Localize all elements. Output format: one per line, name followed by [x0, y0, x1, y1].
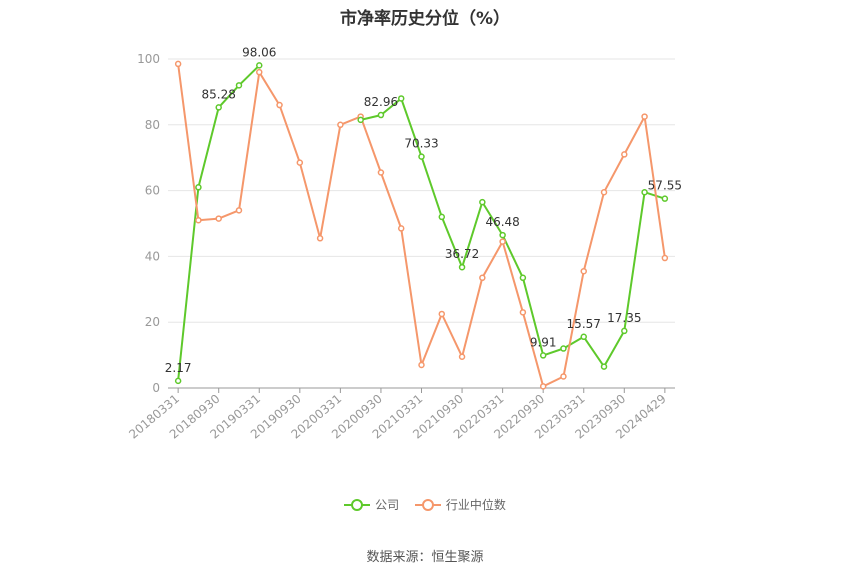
y-tick-label: 100	[137, 52, 160, 66]
data-point-industry[interactable]	[195, 216, 202, 224]
data-point-company[interactable]	[377, 111, 385, 119]
data-label: 57.55	[648, 179, 682, 193]
data-point-company[interactable]	[539, 352, 547, 359]
data-point-industry[interactable]	[215, 215, 222, 222]
legend-industry-label: 行业中位数	[445, 498, 506, 512]
chart-title: 市净率历史分位（%）	[339, 9, 511, 29]
y-tick-label: 20	[145, 315, 160, 329]
data-point-company[interactable]	[560, 345, 567, 352]
y-tick-label: 0	[152, 381, 160, 395]
legend-company-swatch-icon	[344, 498, 371, 512]
data-point-company[interactable]	[357, 116, 364, 124]
data-label: 98.06	[242, 45, 276, 59]
data-point-company[interactable]	[600, 363, 608, 370]
data-label: 46.48	[485, 215, 519, 229]
y-tick-label: 60	[145, 184, 160, 198]
data-source: 数据来源：恒生聚源	[366, 550, 484, 565]
data-point-industry[interactable]	[600, 188, 608, 196]
data-point-company[interactable]	[479, 198, 486, 206]
data-point-industry[interactable]	[174, 60, 182, 68]
data-point-industry[interactable]	[539, 383, 547, 390]
data-point-industry[interactable]	[235, 207, 243, 214]
axes: 0204060801002018033120180930201903312019…	[126, 52, 675, 442]
data-point-company[interactable]	[174, 377, 182, 385]
data-point-industry[interactable]	[661, 254, 669, 262]
data-point-company[interactable]	[641, 188, 648, 196]
data-label: 70.33	[404, 137, 438, 151]
data-point-company[interactable]	[621, 327, 628, 335]
data-point-industry[interactable]	[316, 235, 324, 242]
data-point-industry[interactable]	[397, 225, 405, 232]
data-point-industry[interactable]	[621, 151, 628, 158]
data-point-company[interactable]	[195, 184, 202, 191]
grid-lines	[168, 58, 675, 323]
data-point-company[interactable]	[215, 104, 222, 111]
series-line-industry	[177, 63, 666, 388]
data-label: 9.91	[530, 335, 557, 349]
legend: 公司 行业中位数	[0, 496, 850, 515]
data-point-industry[interactable]	[438, 310, 446, 318]
data-point-industry[interactable]	[418, 361, 425, 369]
data-point-company[interactable]	[580, 333, 587, 341]
data-point-industry[interactable]	[499, 238, 506, 245]
legend-item-company[interactable]: 公司	[344, 496, 399, 513]
data-point-company[interactable]	[499, 231, 506, 239]
data-label: 85.28	[202, 87, 236, 101]
data-label: 17.35	[607, 311, 641, 325]
data-point-company[interactable]	[397, 95, 405, 102]
data-point-company[interactable]	[256, 62, 263, 69]
data-point-company[interactable]	[661, 195, 669, 202]
y-tick-label: 80	[145, 118, 160, 132]
data-point-company[interactable]	[438, 213, 446, 221]
data-point-industry[interactable]	[337, 121, 344, 129]
data-point-industry[interactable]	[458, 353, 466, 360]
series-points	[174, 60, 669, 390]
data-point-industry[interactable]	[560, 373, 567, 380]
data-point-industry[interactable]	[580, 267, 587, 275]
data-label: 2.17	[165, 361, 192, 375]
data-point-industry[interactable]	[276, 101, 283, 109]
y-tick-label: 40	[145, 249, 160, 263]
data-point-company[interactable]	[519, 274, 527, 282]
data-point-industry[interactable]	[377, 169, 385, 176]
data-point-company[interactable]	[458, 263, 466, 271]
legend-company-label: 公司	[375, 498, 400, 512]
data-point-industry[interactable]	[296, 159, 304, 166]
line-chart: 0204060801002018033120180930201903312019…	[126, 45, 682, 442]
data-label: 82.96	[364, 95, 398, 109]
data-label: 36.72	[445, 247, 479, 261]
series-lines	[177, 63, 666, 388]
data-label: 15.57	[567, 317, 601, 331]
data-point-company[interactable]	[418, 153, 425, 160]
data-point-industry[interactable]	[256, 68, 263, 76]
data-point-industry[interactable]	[479, 274, 486, 282]
data-labels: 2.17 85.28 98.06 82.96 70.33 36.72 46.48 9.91 15…	[165, 45, 682, 374]
legend-industry-swatch-icon	[414, 498, 441, 512]
series-line-company	[177, 64, 666, 382]
legend-item-industry[interactable]: 行业中位数	[414, 496, 506, 513]
data-point-industry[interactable]	[519, 309, 527, 316]
data-point-industry[interactable]	[641, 113, 648, 120]
data-point-company[interactable]	[235, 82, 243, 89]
